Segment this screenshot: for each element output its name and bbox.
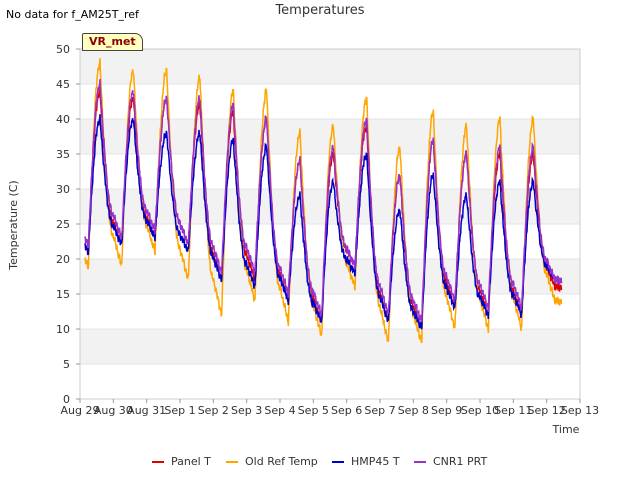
y-tick-label: 40 xyxy=(56,113,70,126)
x-tick-label: Sep 4 xyxy=(264,404,295,417)
chart-title: Temperatures xyxy=(274,3,364,18)
y-tick-label: 35 xyxy=(56,148,70,161)
band-10 xyxy=(80,294,580,329)
band-5 xyxy=(80,329,580,364)
band-15 xyxy=(80,259,580,294)
y-axis-label: Temperature (C) xyxy=(7,180,20,270)
series-line-cnr1-prt xyxy=(84,79,563,323)
site-badge: VR_met xyxy=(82,33,143,51)
x-tick-label: Aug 29 xyxy=(61,404,100,417)
y-tick-label: 5 xyxy=(63,358,70,371)
legend-label: CNR1 PRT xyxy=(433,455,488,468)
x-tick-label: Sep 7 xyxy=(364,404,395,417)
band-45 xyxy=(80,49,580,84)
x-tick-label: Aug 31 xyxy=(127,404,166,417)
y-tick-label: 15 xyxy=(56,288,70,301)
y-tick-label: 10 xyxy=(56,323,70,336)
y-tick-label: 0 xyxy=(63,393,70,406)
x-tick-label: Sep 2 xyxy=(198,404,229,417)
x-tick-label: Sep 1 xyxy=(164,404,195,417)
legend-label: Old Ref Temp xyxy=(245,455,318,468)
legend: Panel T Old Ref Temp HMP45 T CNR1 PRT xyxy=(152,455,488,468)
band-0 xyxy=(80,364,580,399)
x-tick-label: Sep 8 xyxy=(398,404,429,417)
legend-label: HMP45 T xyxy=(351,455,400,468)
x-axis-label: Time xyxy=(552,423,580,436)
x-tick-label: Sep 3 xyxy=(231,404,262,417)
x-tick-label: Aug 30 xyxy=(94,404,133,417)
y-tick-label: 30 xyxy=(56,183,70,196)
x-tick-label: Sep 10 xyxy=(461,404,499,417)
y-tick-label: 45 xyxy=(56,78,70,91)
no-data-message: No data for f_AM25T_ref xyxy=(6,8,139,21)
x-tick-label: Sep 11 xyxy=(494,404,532,417)
x-tick-label: Sep 9 xyxy=(431,404,462,417)
legend-label: Panel T xyxy=(171,455,211,468)
y-tick-label: 50 xyxy=(56,43,70,56)
x-tick-label: Sep 13 xyxy=(561,404,599,417)
y-tick-label: 20 xyxy=(56,253,70,266)
x-tick-label: Sep 6 xyxy=(331,404,362,417)
y-axis-ticks: 0 5 10 15 20 25 30 35 40 45 50 xyxy=(56,43,80,406)
y-tick-label: 25 xyxy=(56,218,70,231)
x-tick-label: Sep 5 xyxy=(298,404,329,417)
x-tick-label: Sep 12 xyxy=(528,404,566,417)
band-20 xyxy=(80,224,580,259)
series-lines xyxy=(84,58,563,344)
band-40 xyxy=(80,84,580,119)
